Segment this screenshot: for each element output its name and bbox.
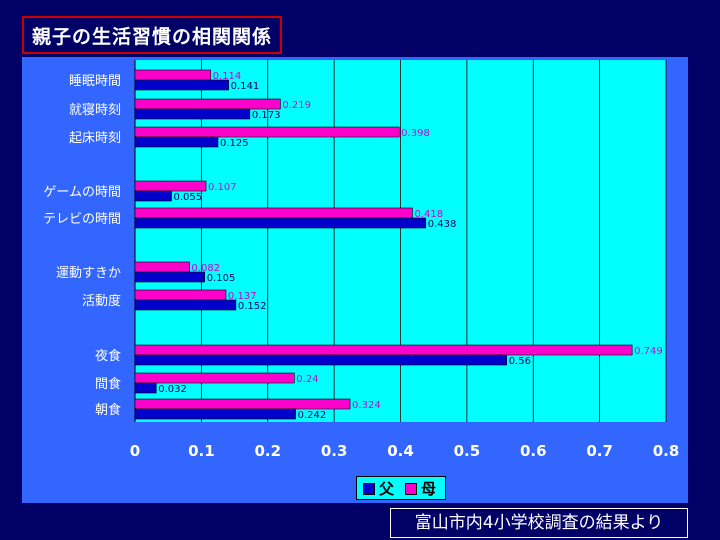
legend-item-mother: 母 — [405, 478, 436, 499]
data-label-mother: 0.219 — [282, 100, 311, 111]
legend-swatch-mother — [405, 482, 417, 495]
data-label-father: 0.173 — [252, 110, 281, 121]
category-label: 夜食 — [95, 348, 121, 364]
bar-father — [134, 382, 157, 394]
bar-mother — [134, 398, 351, 410]
category-label: 就寝時刻 — [69, 102, 121, 118]
legend-label-father: 父 — [379, 480, 395, 498]
x-tick-label: 0.3 — [321, 442, 348, 460]
x-tick-label: 0.1 — [188, 442, 215, 460]
bar-mother — [134, 372, 295, 384]
bar-mother — [134, 126, 400, 138]
legend-item-father: 父 — [363, 478, 394, 499]
data-label-mother: 0.082 — [191, 263, 220, 274]
chart-title: 親子の生活習慣の相関関係 — [22, 16, 283, 54]
x-tick-label: 0.7 — [586, 442, 613, 460]
bar-father — [134, 354, 508, 366]
x-tick-label: 0.8 — [653, 442, 680, 460]
data-label-father: 0.032 — [158, 384, 187, 395]
bar-mother — [134, 207, 413, 219]
bar-father — [134, 108, 251, 120]
category-label: 運動すきか — [56, 266, 121, 281]
bar-mother — [134, 261, 190, 273]
bar-mother — [134, 344, 633, 356]
bar-father — [134, 136, 219, 148]
category-label: 朝食 — [95, 402, 121, 418]
bar-mother — [134, 180, 207, 192]
data-label-father: 0.438 — [428, 219, 457, 230]
data-label-mother: 0.114 — [213, 71, 242, 82]
legend-swatch-father — [363, 482, 375, 495]
data-label-mother: 0.24 — [296, 374, 318, 385]
bar-father — [134, 190, 172, 202]
category-label: 間食 — [95, 376, 121, 392]
data-label-mother: 0.749 — [634, 346, 663, 357]
source-note: 富山市内4小学校調査の結果より — [390, 508, 688, 538]
bar-mother — [134, 98, 281, 110]
x-tick-label: 0.6 — [520, 442, 547, 460]
x-tick-label: 0.5 — [454, 442, 481, 460]
data-label-father: 0.055 — [174, 192, 203, 203]
category-label: ゲームの時間 — [43, 185, 121, 200]
legend: 父 母 — [356, 476, 446, 500]
data-label-mother: 0.137 — [228, 291, 257, 302]
data-label-mother: 0.107 — [208, 182, 237, 193]
bar-father — [134, 217, 427, 229]
bar-father — [134, 408, 296, 420]
data-label-mother: 0.418 — [414, 209, 443, 220]
category-label: 起床時刻 — [69, 131, 121, 146]
category-label: 睡眠時間 — [69, 74, 121, 89]
data-label-father: 0.152 — [238, 301, 267, 312]
data-label-mother: 0.324 — [352, 400, 381, 411]
data-label-father: 0.125 — [220, 138, 249, 149]
bar-mother — [134, 289, 227, 301]
x-tick-label: 0.2 — [254, 442, 281, 460]
category-label: 活動度 — [82, 293, 121, 309]
bar-father — [134, 299, 237, 311]
category-label: テレビの時間 — [43, 212, 121, 227]
data-label-mother: 0.398 — [401, 128, 430, 139]
legend-label-mother: 母 — [421, 480, 437, 498]
x-tick-label: 0 — [130, 442, 140, 460]
bar-father — [134, 271, 205, 283]
data-label-father: 0.105 — [207, 273, 236, 284]
x-tick-label: 0.4 — [387, 442, 414, 460]
data-label-father: 0.56 — [509, 356, 531, 367]
data-label-father: 0.242 — [298, 410, 327, 421]
data-label-father: 0.141 — [231, 81, 260, 92]
bar-mother — [134, 69, 211, 81]
bar-father — [134, 79, 229, 91]
